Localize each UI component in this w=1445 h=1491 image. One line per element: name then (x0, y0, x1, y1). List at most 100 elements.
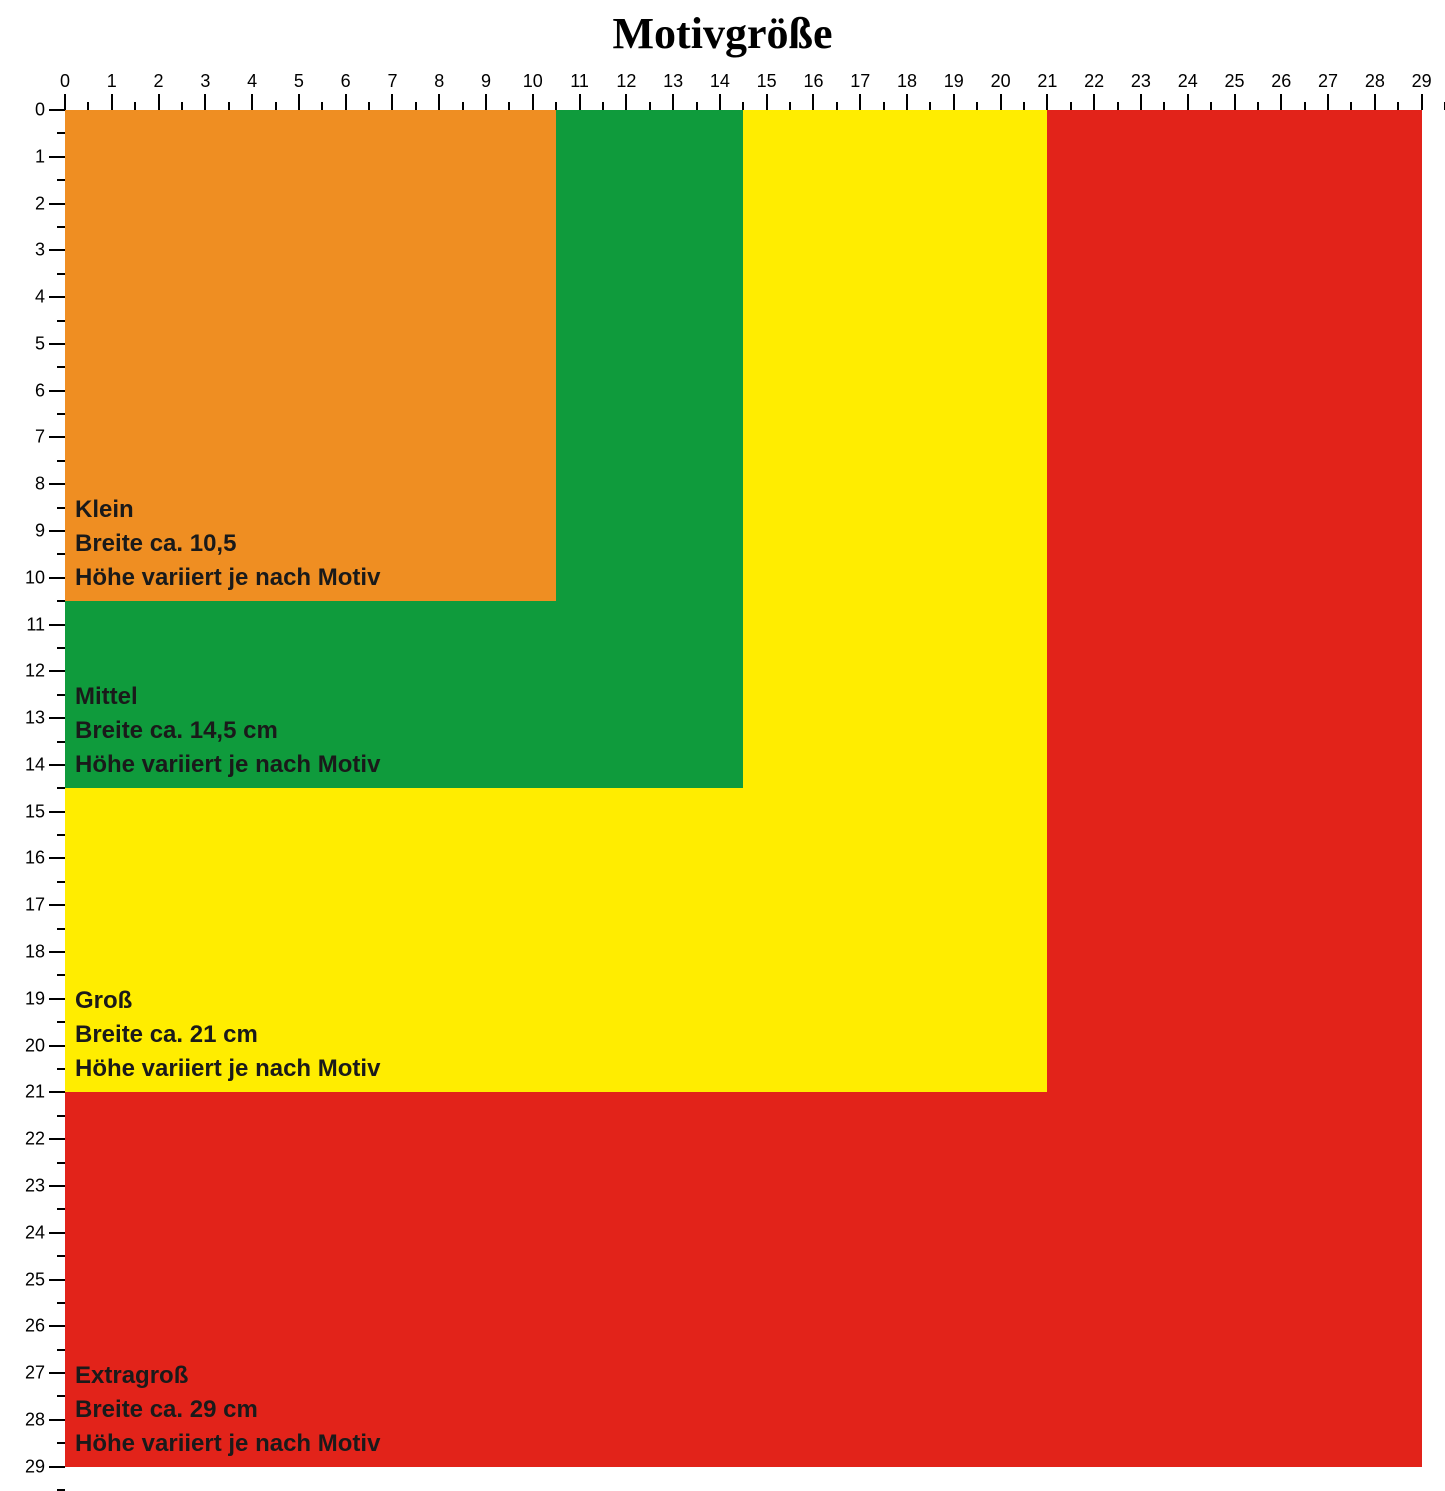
tick-top-major (485, 94, 487, 110)
tick-label-left: 12 (25, 661, 45, 682)
tick-label-left: 11 (26, 614, 45, 635)
tick-label-top: 22 (1084, 71, 1104, 92)
tick-top-major (345, 94, 347, 110)
tick-left-minor (57, 928, 65, 930)
tick-label-top: 21 (1037, 71, 1057, 92)
tick-left-minor (57, 741, 65, 743)
tick-top-minor (1070, 102, 1072, 110)
tick-left-minor (57, 273, 65, 275)
tick-label-left: 18 (25, 942, 45, 963)
tick-left-major (49, 1325, 65, 1327)
tick-label-left: 23 (25, 1175, 45, 1196)
tick-left-minor (57, 787, 65, 789)
tick-left-major (49, 1091, 65, 1093)
tick-left-minor (57, 460, 65, 462)
tick-left-minor (57, 132, 65, 134)
tick-label-top: 14 (710, 71, 730, 92)
tick-label-top: 19 (944, 71, 964, 92)
tick-label-left: 25 (25, 1269, 45, 1290)
tick-label-top: 5 (294, 71, 304, 92)
tick-left-minor (57, 413, 65, 415)
tick-top-major (204, 94, 206, 110)
tick-top-major (438, 94, 440, 110)
tick-left-major (49, 1138, 65, 1140)
tick-left-major (49, 109, 65, 111)
tick-left-minor (57, 366, 65, 368)
tick-top-minor (462, 102, 464, 110)
tick-label-left: 29 (25, 1456, 45, 1477)
tick-top-major (251, 94, 253, 110)
tick-top-major (766, 94, 768, 110)
tick-top-minor (228, 102, 230, 110)
tick-label-top: 27 (1318, 71, 1338, 92)
tick-top-minor (1023, 102, 1025, 110)
tick-top-major (719, 94, 721, 110)
tick-label-top: 26 (1271, 71, 1291, 92)
tick-label-top: 0 (60, 71, 70, 92)
tick-left-major (49, 343, 65, 345)
tick-label-top: 13 (663, 71, 683, 92)
tick-left-major (49, 624, 65, 626)
tick-top-minor (1163, 102, 1165, 110)
tick-top-major (1187, 94, 1189, 110)
size-label-klein: KleinBreite ca. 10,5Höhe variiert je nac… (75, 493, 380, 595)
tick-label-left: 0 (35, 100, 45, 121)
page-title: Motivgröße (0, 8, 1445, 59)
tick-left-minor (57, 1021, 65, 1023)
tick-label-top: 4 (247, 71, 257, 92)
tick-top-major (579, 94, 581, 110)
tick-left-minor (57, 1302, 65, 1304)
tick-label-top: 17 (850, 71, 870, 92)
tick-top-major (1280, 94, 1282, 110)
tick-top-major (1000, 94, 1002, 110)
tick-left-major (49, 1232, 65, 1234)
tick-top-major (1234, 94, 1236, 110)
tick-label-left: 24 (25, 1222, 45, 1243)
tick-top-minor (1304, 102, 1306, 110)
tick-label-left: 13 (25, 708, 45, 729)
tick-label-top: 12 (616, 71, 636, 92)
tick-top-major (1374, 94, 1376, 110)
tick-label-left: 7 (35, 427, 45, 448)
tick-top-minor (742, 102, 744, 110)
tick-left-major (49, 670, 65, 672)
tick-left-major (49, 1185, 65, 1187)
tick-label-left: 3 (35, 240, 45, 261)
size-chart: ExtragroßBreite ca. 29 cmHöhe variiert j… (65, 110, 1445, 1490)
tick-label-left: 21 (25, 1082, 45, 1103)
tick-left-major (49, 577, 65, 579)
tick-label-top: 9 (481, 71, 491, 92)
ruler-left: 0123456789101112131415161718192021222324… (10, 110, 65, 1490)
tick-top-minor (1350, 102, 1352, 110)
tick-top-minor (602, 102, 604, 110)
tick-top-major (158, 94, 160, 110)
tick-left-major (49, 904, 65, 906)
tick-label-left: 1 (35, 146, 45, 167)
tick-left-minor (57, 1395, 65, 1397)
tick-label-left: 27 (25, 1363, 45, 1384)
tick-top-minor (321, 102, 323, 110)
tick-label-top: 11 (570, 71, 589, 92)
tick-top-major (812, 94, 814, 110)
tick-top-major (1093, 94, 1095, 110)
tick-label-top: 16 (803, 71, 823, 92)
tick-left-minor (57, 647, 65, 649)
tick-left-minor (57, 553, 65, 555)
tick-label-left: 20 (25, 1035, 45, 1056)
tick-left-major (49, 1045, 65, 1047)
tick-label-left: 19 (25, 988, 45, 1009)
tick-top-minor (1210, 102, 1212, 110)
size-label-gross: GroßBreite ca. 21 cmHöhe variiert je nac… (75, 984, 380, 1086)
tick-top-minor (789, 102, 791, 110)
tick-left-minor (57, 694, 65, 696)
tick-top-minor (134, 102, 136, 110)
tick-top-minor (1257, 102, 1259, 110)
tick-top-major (672, 94, 674, 110)
tick-label-top: 15 (757, 71, 777, 92)
tick-label-left: 15 (25, 801, 45, 822)
tick-left-minor (57, 974, 65, 976)
tick-left-major (49, 1279, 65, 1281)
tick-label-top: 3 (200, 71, 210, 92)
tick-left-major (49, 1419, 65, 1421)
tick-left-major (49, 436, 65, 438)
